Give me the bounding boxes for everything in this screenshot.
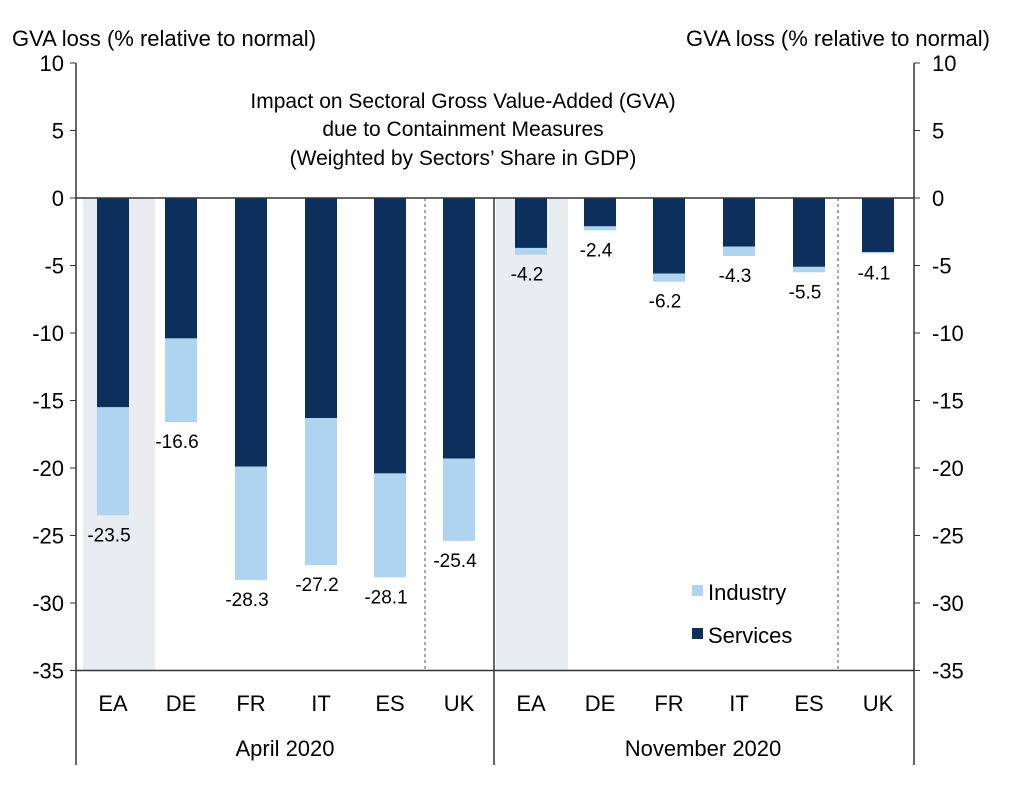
data-label-total: -28.3 bbox=[225, 590, 268, 611]
data-label-total: -2.4 bbox=[580, 240, 613, 261]
bar-services-ea-0 bbox=[97, 198, 129, 408]
bar-industry-uk-0 bbox=[443, 458, 475, 541]
y-tick-label-left: -30 bbox=[32, 591, 64, 616]
y-tick-label-left: 5 bbox=[52, 119, 64, 144]
bar-industry-es-1 bbox=[793, 266, 825, 273]
y-tick-label-left: -35 bbox=[32, 659, 64, 684]
chart-title-line-1: Impact on Sectoral Gross Value-Added (GV… bbox=[250, 90, 675, 113]
y-tick-label-right: 10 bbox=[932, 51, 956, 76]
x-tick-label-ea: EA bbox=[98, 691, 128, 716]
bar-services-es-0 bbox=[374, 198, 406, 474]
x-tick-label-it: IT bbox=[311, 691, 331, 716]
y-axis-label-right: GVA loss (% relative to normal) bbox=[686, 26, 990, 51]
bar-services-ea-1 bbox=[515, 198, 547, 248]
legend-label-services: Services bbox=[708, 623, 792, 648]
legend-label-industry: Industry bbox=[708, 580, 786, 605]
bar-industry-de-1 bbox=[584, 226, 616, 231]
bar-services-uk-0 bbox=[443, 198, 475, 459]
bar-services-it-0 bbox=[305, 198, 337, 419]
bar-industry-de-0 bbox=[165, 338, 197, 423]
highlight-band-ea-november bbox=[496, 198, 568, 671]
bar-services-fr-0 bbox=[235, 198, 267, 467]
y-tick-label-left: -5 bbox=[44, 254, 64, 279]
bar-industry-fr-0 bbox=[235, 466, 267, 581]
bar-services-uk-1 bbox=[862, 198, 894, 252]
y-tick-label-left: 0 bbox=[52, 186, 64, 211]
bar-services-fr-1 bbox=[653, 198, 685, 274]
bar-industry-ea-1 bbox=[515, 247, 547, 255]
group-label: November 2020 bbox=[625, 736, 782, 761]
y-tick-label-right: -35 bbox=[932, 659, 964, 684]
y-axis-label-left: GVA loss (% relative to normal) bbox=[12, 26, 316, 51]
x-tick-label-fr: FR bbox=[236, 691, 265, 716]
y-tick-label-right: -30 bbox=[932, 591, 964, 616]
x-tick-label-uk: UK bbox=[444, 691, 475, 716]
y-tick-label-right: 5 bbox=[932, 119, 944, 144]
legend-swatch-services bbox=[692, 628, 703, 639]
y-tick-label-left: -15 bbox=[32, 389, 64, 414]
y-tick-label-right: -15 bbox=[932, 389, 964, 414]
data-label-total: -4.1 bbox=[858, 263, 891, 284]
data-label-total: -27.2 bbox=[295, 575, 338, 596]
data-label-total: -4.2 bbox=[511, 265, 544, 286]
chart-title-line-2: due to Containment Measures bbox=[322, 118, 603, 141]
bar-services-de-0 bbox=[165, 198, 197, 339]
bar-services-es-1 bbox=[793, 198, 825, 267]
data-label-total: -5.5 bbox=[789, 282, 822, 303]
bar-industry-it-0 bbox=[305, 418, 337, 566]
y-tick-label-right: -10 bbox=[932, 321, 964, 346]
legend: Industry Services bbox=[692, 580, 792, 648]
x-tick-label-de: DE bbox=[585, 691, 616, 716]
y-tick-label-right: -5 bbox=[932, 254, 952, 279]
y-tick-label-right: -20 bbox=[932, 456, 964, 481]
x-tick-label-uk: UK bbox=[863, 691, 894, 716]
data-label-total: -23.5 bbox=[87, 525, 130, 546]
x-tick-label-de: DE bbox=[166, 691, 197, 716]
x-tick-label-it: IT bbox=[729, 691, 749, 716]
y-tick-label-right: 0 bbox=[932, 186, 944, 211]
bar-industry-uk-1 bbox=[862, 252, 894, 254]
data-label-total: -6.2 bbox=[649, 292, 682, 313]
bar-industry-it-1 bbox=[723, 246, 755, 257]
y-tick-label-right: -25 bbox=[932, 524, 964, 549]
x-tick-label-es: ES bbox=[375, 691, 404, 716]
group-label: April 2020 bbox=[235, 736, 334, 761]
y-tick-label-left: -20 bbox=[32, 456, 64, 481]
bar-industry-ea-0 bbox=[97, 407, 129, 516]
chart-title-line-3: (Weighted by Sectors’ Share in GDP) bbox=[290, 147, 637, 170]
y-tick-label-left: -25 bbox=[32, 524, 64, 549]
bar-industry-fr-1 bbox=[653, 273, 685, 282]
data-label-total: -4.3 bbox=[719, 266, 752, 287]
data-label-total: -28.1 bbox=[364, 587, 407, 608]
legend-swatch-industry bbox=[692, 585, 703, 596]
y-tick-label-left: 10 bbox=[40, 51, 64, 76]
bar-services-it-1 bbox=[723, 198, 755, 247]
x-tick-label-ea: EA bbox=[516, 691, 546, 716]
y-tick-label-left: -10 bbox=[32, 321, 64, 346]
data-label-total: -16.6 bbox=[155, 432, 198, 453]
x-tick-label-fr: FR bbox=[654, 691, 683, 716]
bar-industry-es-0 bbox=[374, 473, 406, 578]
bar-services-de-1 bbox=[584, 198, 616, 227]
x-tick-label-es: ES bbox=[794, 691, 823, 716]
data-label-total: -25.4 bbox=[433, 551, 477, 572]
